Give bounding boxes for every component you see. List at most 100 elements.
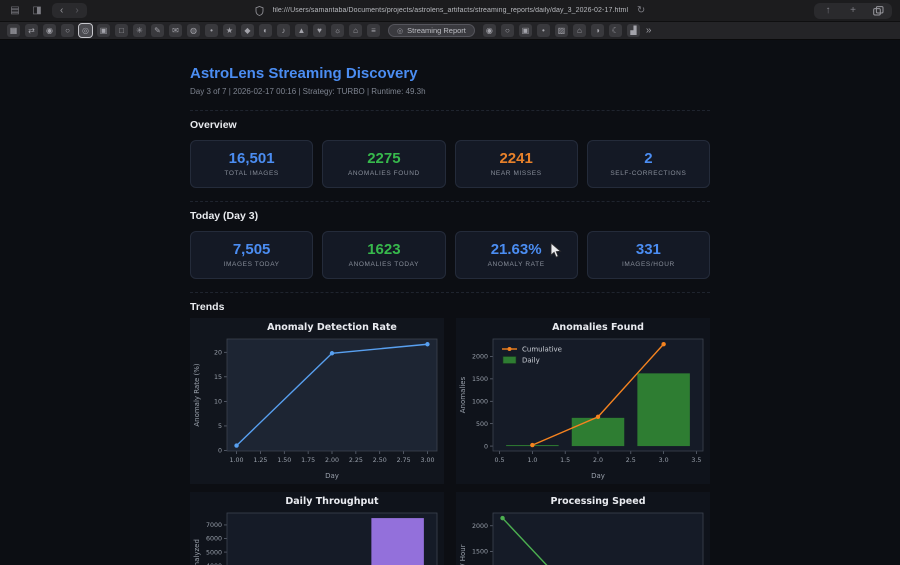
svg-text:0: 0 xyxy=(484,443,488,450)
section-heading-today: Today (Day 3) xyxy=(190,209,259,222)
svg-text:Cumulative: Cumulative xyxy=(522,345,562,353)
svg-text:Anomalies Found: Anomalies Found xyxy=(552,322,644,333)
svg-text:1.25: 1.25 xyxy=(253,457,267,464)
triangle-favicon[interactable]: ▲ xyxy=(295,24,308,37)
shield-icon[interactable] xyxy=(253,4,267,18)
tab-overview-icon[interactable] xyxy=(871,4,885,18)
stat-value: 2275 xyxy=(367,150,401,168)
svg-text:5000: 5000 xyxy=(206,549,222,556)
target-favicon[interactable]: ◍ xyxy=(187,24,200,37)
moon-favicon[interactable]: ☾ xyxy=(608,24,622,37)
stat-value: 21.63% xyxy=(490,241,542,259)
svg-text:4000: 4000 xyxy=(206,563,222,565)
svg-text:Anomaly Detection Rate: Anomaly Detection Rate xyxy=(267,322,397,333)
star-favicon[interactable]: ★ xyxy=(223,24,236,37)
section-today: Today (Day 3) 7,505 IMAGES TODAY 1623 ANOMA… xyxy=(190,200,710,279)
section-heading-overview: Overview xyxy=(190,118,237,131)
square-favicon[interactable]: □ xyxy=(115,24,128,37)
bookmarks-overflow-chevron[interactable]: » xyxy=(645,25,652,36)
back-button[interactable]: ‹ xyxy=(60,5,64,16)
stat-card: 16,501 TOTAL IMAGES xyxy=(190,140,314,188)
stat-label: ANOMALIES FOUND xyxy=(347,170,420,178)
svg-text:1500: 1500 xyxy=(472,376,488,383)
svg-text:Processing Speed: Processing Speed xyxy=(550,496,645,507)
svg-text:Day: Day xyxy=(591,472,605,480)
stat-label: ANOMALIES TODAY xyxy=(348,261,420,269)
svg-text:1.75: 1.75 xyxy=(301,457,315,464)
chart-processing-speed: 1.01.52.02.53.0500100015002000Processing… xyxy=(456,492,710,565)
svg-text:1.50: 1.50 xyxy=(277,457,291,464)
window-action-group: ↑ + xyxy=(814,2,892,19)
svg-text:1.00: 1.00 xyxy=(230,457,244,464)
stat-value: 2 xyxy=(644,150,653,168)
music-favicon[interactable]: ♪ xyxy=(277,24,290,37)
stat-label: IMAGES/HOUR xyxy=(621,261,675,269)
stat-label: NEAR MISSES xyxy=(490,170,542,178)
panels-icon[interactable]: ◨ xyxy=(32,5,42,16)
new-tab-button[interactable]: + xyxy=(850,5,856,16)
shuffle-favicon[interactable]: ⇄ xyxy=(25,24,38,37)
github-favicon[interactable]: ◉ xyxy=(482,24,496,37)
stat-card: 21.63% ANOMALY RATE xyxy=(454,231,578,279)
stat-card: 7,505 IMAGES TODAY xyxy=(190,231,314,279)
svg-text:20: 20 xyxy=(214,350,222,357)
heart-favicon[interactable]: ♥ xyxy=(313,24,326,37)
home-favicon[interactable]: ⌂ xyxy=(572,24,586,37)
ring-favicon[interactable]: ○ xyxy=(500,24,514,37)
stat-card: 2275 ANOMALIES FOUND xyxy=(322,140,446,188)
dot-favicon[interactable]: • xyxy=(536,24,550,37)
nav-button-group: ‹ › xyxy=(52,3,87,18)
stat-label: TOTAL IMAGES xyxy=(224,170,279,178)
share-icon[interactable]: ↑ xyxy=(825,5,831,16)
app-box-favicon[interactable]: ▣ xyxy=(97,24,110,37)
dot-favicon[interactable]: • xyxy=(205,24,218,37)
stat-card: 331 IMAGES/HOUR xyxy=(586,231,710,279)
camera-favicon[interactable]: ◉ xyxy=(43,24,56,37)
clock-favicon[interactable]: ◑ xyxy=(590,24,604,37)
svg-text:2000: 2000 xyxy=(472,354,488,361)
stat-value: 7,505 xyxy=(232,241,271,259)
svg-text:15: 15 xyxy=(214,374,222,381)
section-heading-trends: Trends xyxy=(190,300,225,313)
pencil-favicon[interactable]: ✎ xyxy=(151,24,164,37)
chart-daily-throughput: 0.51.01.52.02.53.03.50100020003000400050… xyxy=(190,492,444,565)
asterisk-favicon[interactable]: ✳ xyxy=(133,24,146,37)
stat-card: 2 SELF-CORRECTIONS xyxy=(586,140,710,188)
svg-text:Daily: Daily xyxy=(522,356,540,364)
svg-text:5: 5 xyxy=(218,423,222,430)
svg-text:3.5: 3.5 xyxy=(691,457,701,464)
svg-text:Day: Day xyxy=(325,472,339,480)
svg-text:6000: 6000 xyxy=(206,536,222,543)
chart-favicon[interactable]: ▟ xyxy=(626,24,640,37)
url-text[interactable]: file:///Users/samantaba/Documents/projec… xyxy=(272,7,629,14)
sidebar-toggle-icon[interactable]: ▤ xyxy=(10,5,20,16)
diamond-favicon[interactable]: ◆ xyxy=(241,24,254,37)
stat-card: 2241 NEAR MISSES xyxy=(454,140,578,188)
svg-text:Daily Throughput: Daily Throughput xyxy=(285,496,379,507)
menu-favicon[interactable]: ≡ xyxy=(367,24,380,37)
sun-favicon[interactable]: ☼ xyxy=(331,24,344,37)
forward-button[interactable]: › xyxy=(75,5,79,16)
globe-favicon[interactable]: ◐ xyxy=(259,24,272,37)
svg-text:2.00: 2.00 xyxy=(325,457,339,464)
circle-favicon[interactable]: ○ xyxy=(61,24,74,37)
trend-chart-grid: 1.00 1.25 1.50 1.75 2.00 2.25 2.50 2.75 3.00 0 5 10… xyxy=(190,318,710,565)
home-favicon[interactable]: ⌂ xyxy=(349,24,362,37)
image-favicon[interactable]: ▨ xyxy=(554,24,568,37)
address-bar[interactable]: file:///Users/samantaba/Documents/projec… xyxy=(95,4,806,18)
mail-favicon[interactable]: ✉ xyxy=(169,24,182,37)
svg-text:2.5: 2.5 xyxy=(626,457,636,464)
streaming-report-bookmark[interactable]: ◎ Streaming Report xyxy=(388,24,475,37)
reload-icon[interactable]: ↻ xyxy=(636,5,646,16)
page-title: AstroLens Streaming Discovery xyxy=(190,65,418,82)
svg-text:2.0: 2.0 xyxy=(593,457,603,464)
svg-text:2.50: 2.50 xyxy=(373,457,387,464)
section-overview: Overview 16,501 TOTAL IMAGES 2275 ANOMALIES… xyxy=(190,109,710,188)
tv-favicon[interactable]: ▣ xyxy=(518,24,532,37)
aperture-favicon[interactable]: ◎ xyxy=(78,23,93,38)
svg-text:1.0: 1.0 xyxy=(527,457,537,464)
svg-text:2.75: 2.75 xyxy=(397,457,411,464)
today-stat-grid: 7,505 IMAGES TODAY 1623 ANOMALIES TODAY 21.6… xyxy=(190,231,710,279)
stat-value: 331 xyxy=(635,241,661,259)
grid-favicon[interactable]: ▦ xyxy=(7,24,20,37)
